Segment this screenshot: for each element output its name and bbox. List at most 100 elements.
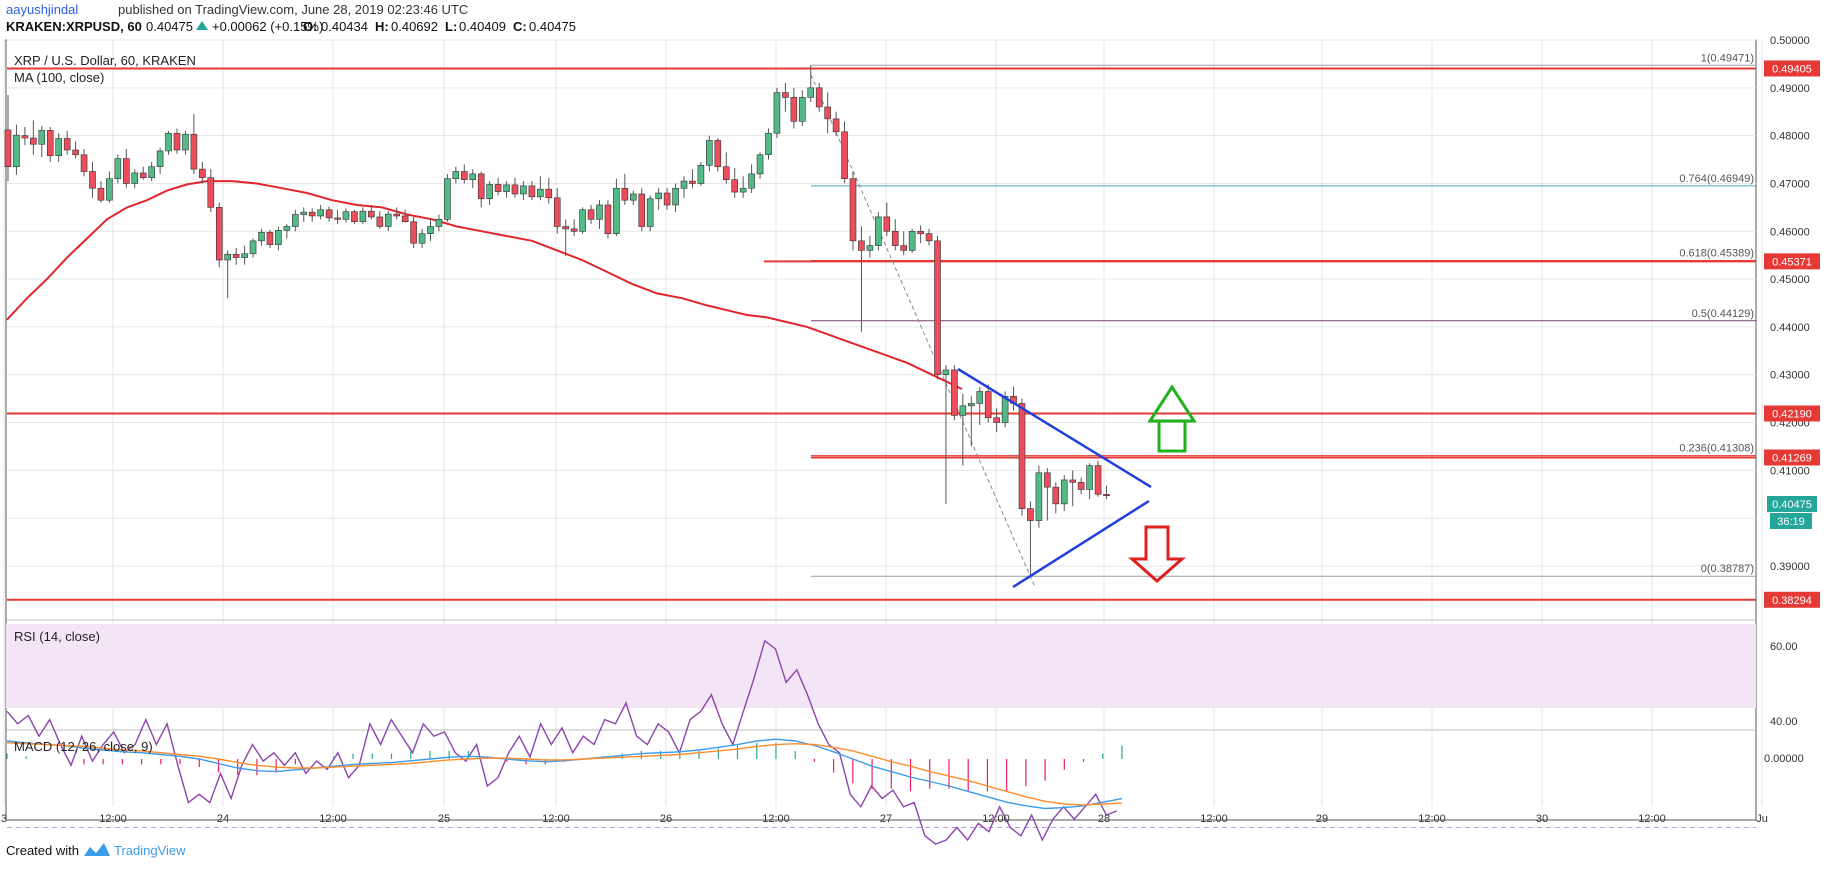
candle-body-108 — [917, 230, 924, 234]
candle-body-55 — [469, 173, 477, 180]
candle-76 — [646, 195, 654, 232]
fib-trend-line[interactable] — [810, 74, 1036, 588]
rsi-legend: RSI (14, close) — [14, 629, 100, 644]
candle-5 — [46, 127, 54, 162]
author-name[interactable]: aayushjindal — [6, 2, 78, 17]
created-with-text: Created with — [6, 843, 79, 858]
candle-body-113 — [959, 405, 967, 416]
tradingview-brand[interactable]: TradingView — [114, 843, 186, 858]
candle-71 — [604, 200, 612, 239]
level-tag-text-3: 0.41269 — [1772, 453, 1812, 465]
candle-52 — [444, 173, 451, 222]
candle-body-6 — [55, 138, 63, 157]
level-tag-text-0: 0.49405 — [1772, 63, 1812, 75]
candle-body-58 — [494, 184, 502, 192]
candle-body-68 — [579, 209, 586, 232]
candle-body-117 — [993, 417, 1000, 423]
candle-body-29 — [249, 240, 257, 255]
candle-103 — [875, 212, 882, 251]
candle-115 — [976, 386, 984, 425]
candle-body-110 — [934, 240, 941, 376]
candle-51 — [435, 214, 443, 232]
candle-81 — [689, 169, 696, 189]
candle-body-116 — [984, 391, 992, 419]
candle-body-90 — [765, 132, 772, 156]
candle-body-112 — [951, 369, 958, 416]
candle-body-10 — [89, 171, 96, 189]
candle-106 — [900, 231, 908, 256]
candle-73 — [621, 173, 629, 205]
candle-30 — [258, 228, 265, 246]
candle-body-9 — [80, 154, 88, 172]
candle-body-33 — [283, 226, 291, 231]
candle-body-118 — [1001, 395, 1009, 423]
candle-body-47 — [401, 215, 409, 223]
candle-body-125 — [1060, 479, 1068, 505]
candle-21 — [182, 130, 189, 155]
last-price: 0.40475 — [146, 19, 193, 34]
candle-85 — [722, 152, 730, 184]
candle-78 — [663, 188, 671, 210]
candle-body-98 — [832, 118, 840, 133]
candle-body-65 — [553, 197, 561, 227]
candle-body-46 — [393, 213, 401, 217]
candle-37 — [317, 204, 324, 220]
candle-body-111 — [942, 369, 950, 376]
candle-110 — [934, 236, 941, 380]
candle-body-114 — [967, 403, 975, 407]
candle-83 — [706, 135, 713, 172]
candle-body-103 — [875, 216, 882, 246]
candle-body-5 — [46, 130, 54, 157]
candle-body-100 — [849, 178, 857, 242]
time-tick-7: 12:00 — [762, 813, 790, 825]
candle-8 — [72, 141, 79, 159]
candle-body-34 — [291, 214, 299, 227]
time-axis[interactable]: 3 12:00 24 12:00 25 12:00 26 12:00 27 12:00 28 12:0… — [1, 813, 1768, 825]
candle-91 — [773, 87, 781, 139]
time-tick-11: 12:00 — [1200, 813, 1228, 825]
triangle-upper-trendline[interactable] — [957, 367, 1152, 489]
candle-101 — [858, 226, 865, 332]
candle-body-97 — [824, 106, 831, 120]
candle-body-76 — [646, 198, 654, 227]
triangle-lower-trendline[interactable] — [1012, 499, 1150, 589]
candle-body-69 — [587, 209, 595, 220]
candle-108 — [917, 225, 924, 244]
candle-7 — [63, 130, 71, 155]
candle-46 — [393, 207, 401, 220]
price-tick-5: 0.45000 — [1770, 274, 1810, 286]
candle-body-1 — [13, 134, 20, 168]
candle-39 — [334, 209, 341, 225]
candle-body-2 — [21, 135, 29, 139]
candle-body-85 — [722, 166, 730, 180]
candle-33 — [283, 224, 291, 239]
candle-70 — [596, 200, 603, 229]
price-tick-2: 0.48000 — [1770, 131, 1810, 143]
candle-43 — [368, 204, 375, 220]
rsi-band — [6, 624, 1756, 708]
candle-body-41 — [351, 211, 358, 223]
up-triangle-icon — [196, 21, 208, 30]
rsi-line — [6, 639, 1118, 845]
candle-117 — [993, 408, 1000, 433]
candle-107 — [908, 228, 916, 253]
candle-body-27 — [232, 253, 240, 258]
candle-56 — [477, 171, 485, 208]
candle-body-36 — [308, 211, 316, 217]
candle-body-54 — [460, 171, 468, 180]
level-tag-1 — [1764, 253, 1820, 270]
candle-16 — [139, 166, 147, 180]
candle-116 — [984, 384, 992, 423]
time-tick-4: 25 — [438, 813, 450, 825]
candle-body-80 — [680, 180, 688, 189]
candle-82 — [697, 161, 705, 186]
candle-23 — [199, 161, 206, 184]
candle-body-77 — [655, 192, 662, 200]
candle-28 — [241, 245, 248, 265]
candle-body-95 — [807, 87, 815, 98]
candle-body-78 — [663, 192, 671, 206]
candle-27 — [232, 248, 240, 265]
published-text: published on TradingView.com, June 28, 2… — [118, 2, 468, 17]
